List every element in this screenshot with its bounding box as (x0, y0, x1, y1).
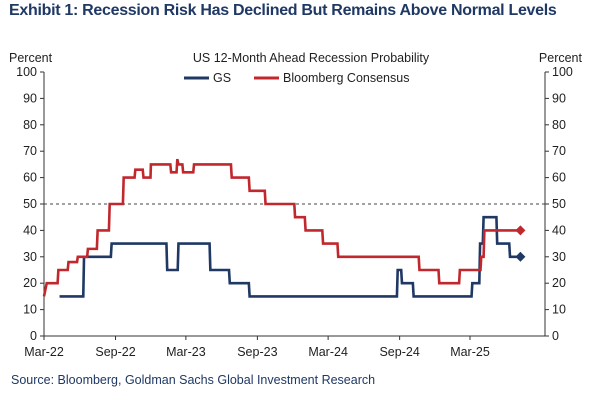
y-ticks-right: 0 10 20 30 40 50 60 70 80 90 100 (545, 65, 573, 343)
x-tick-label: Sep-24 (379, 345, 419, 359)
y-tick-label-left: 80 (23, 118, 37, 132)
y-tick-label-right: 100 (552, 65, 573, 79)
chart-title: US 12-Month Ahead Recession Probability (193, 51, 430, 65)
y-tick-label-left: 20 (23, 276, 37, 290)
y-tick-label-left: 90 (23, 91, 37, 105)
bloomberg-consensus-end-marker (515, 225, 526, 236)
gs-end-marker (515, 251, 526, 262)
gs-line (59, 215, 518, 298)
exhibit-title: Exhibit 1: Recession Risk Has Declined B… (9, 2, 557, 19)
y-tick-label-right: 50 (552, 197, 566, 211)
y-tick-label-right: 30 (552, 250, 566, 264)
y-tick-label-left: 0 (30, 329, 37, 343)
y-tick-label-left: 100 (16, 65, 37, 79)
y-axis-label-right: Percent (539, 51, 583, 65)
y-tick-label-right: 70 (552, 144, 566, 158)
legend: GS Bloomberg Consensus (184, 71, 409, 85)
y-tick-label-left: 70 (23, 144, 37, 158)
y-tick-label-right: 90 (552, 91, 566, 105)
source-note: Source: Bloomberg, Goldman Sachs Global … (11, 373, 376, 387)
y-tick-label-left: 10 (23, 303, 37, 317)
y-tick-label-left: 40 (23, 223, 37, 237)
y-tick-label-left: 30 (23, 250, 37, 264)
y-tick-label-right: 10 (552, 303, 566, 317)
y-tick-label-right: 0 (552, 329, 559, 343)
legend-label-bloomberg: Bloomberg Consensus (283, 71, 409, 85)
x-tick-label: Sep-23 (237, 345, 277, 359)
x-tick-label: Sep-22 (95, 345, 135, 359)
y-tick-label-left: 50 (23, 197, 37, 211)
x-tick-label: Mar-25 (450, 345, 490, 359)
legend-label-gs: GS (213, 71, 231, 85)
y-tick-label-right: 40 (552, 223, 566, 237)
y-tick-label-right: 80 (552, 118, 566, 132)
y-ticks-left: 0 10 20 30 40 50 60 70 80 90 100 (16, 65, 44, 343)
x-tick-label: Mar-22 (24, 345, 64, 359)
y-tick-label-right: 60 (552, 171, 566, 185)
x-ticks: Mar-22 Sep-22 Mar-23 Sep-23 Mar-24 Sep-24 Mar-… (24, 336, 490, 359)
y-axis-label-left: Percent (9, 51, 53, 65)
series-lines (42, 158, 526, 298)
x-tick-label: Mar-23 (166, 345, 206, 359)
bloomberg-consensus-line (42, 158, 518, 297)
x-tick-label: Mar-24 (308, 345, 348, 359)
y-tick-label-left: 60 (23, 171, 37, 185)
y-tick-label-right: 20 (552, 276, 566, 290)
